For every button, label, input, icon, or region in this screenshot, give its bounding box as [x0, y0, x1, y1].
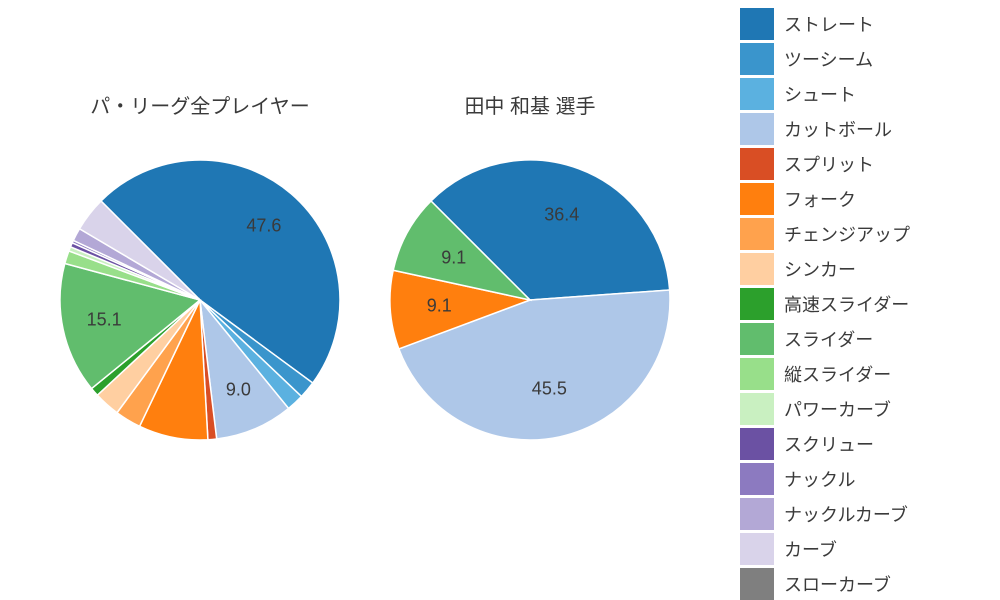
legend-label: フォーク — [784, 186, 856, 212]
legend-swatch — [740, 288, 774, 320]
legend-label: シンカー — [784, 256, 856, 282]
legend-item: カットボール — [740, 111, 1000, 146]
legend-item: スライダー — [740, 321, 1000, 356]
pie-slice-label: 45.5 — [532, 378, 567, 399]
legend-item: 高速スライダー — [740, 286, 1000, 321]
legend-label: ストレート — [784, 11, 874, 37]
legend-item: ナックル — [740, 461, 1000, 496]
legend-label: スプリット — [784, 151, 874, 177]
legend-item: シンカー — [740, 251, 1000, 286]
legend-item: パワーカーブ — [740, 391, 1000, 426]
legend-swatch — [740, 218, 774, 250]
pie-slice-label: 36.4 — [544, 204, 579, 225]
legend-item: ツーシーム — [740, 41, 1000, 76]
legend-label: パワーカーブ — [784, 396, 891, 422]
legend-swatch — [740, 428, 774, 460]
legend-label: カットボール — [784, 116, 892, 142]
legend-label: スクリュー — [784, 431, 874, 457]
legend-item: フォーク — [740, 181, 1000, 216]
legend-label: 縦スライダー — [784, 361, 891, 387]
legend-label: 高速スライダー — [784, 291, 909, 317]
pie-labels-layer: 47.6 9.0 15.1 36.4 45.5 9.1 9.1 — [0, 0, 730, 600]
legend-swatch — [740, 568, 774, 600]
legend-swatch — [740, 78, 774, 110]
legend-label: スライダー — [784, 326, 873, 352]
legend-label: カーブ — [784, 536, 837, 562]
legend-label: スローカーブ — [784, 571, 891, 597]
legend-swatch — [740, 323, 774, 355]
legend-swatch — [740, 498, 774, 530]
legend-label: シュート — [784, 81, 856, 107]
legend-item: 縦スライダー — [740, 356, 1000, 391]
legend-label: ツーシーム — [784, 46, 873, 72]
legend-swatch — [740, 148, 774, 180]
legend-item: スローカーブ — [740, 566, 1000, 600]
pie-slice-label: 47.6 — [246, 215, 281, 236]
legend-swatch — [740, 43, 774, 75]
legend-item: チェンジアップ — [740, 216, 1000, 251]
legend-item: シュート — [740, 76, 1000, 111]
pie-slice-label: 9.0 — [226, 380, 251, 401]
legend-swatch — [740, 113, 774, 145]
legend-item: カーブ — [740, 531, 1000, 566]
legend-item: ナックルカーブ — [740, 496, 1000, 531]
pie-slice-label: 15.1 — [87, 310, 122, 331]
legend: ストレートツーシームシュートカットボールスプリットフォークチェンジアップシンカー… — [730, 0, 1000, 600]
legend-swatch — [740, 463, 774, 495]
legend-swatch — [740, 183, 774, 215]
legend-swatch — [740, 393, 774, 425]
legend-swatch — [740, 533, 774, 565]
legend-item: ストレート — [740, 6, 1000, 41]
legend-label: ナックル — [784, 466, 855, 492]
legend-label: チェンジアップ — [784, 221, 910, 247]
legend-swatch — [740, 8, 774, 40]
legend-item: スプリット — [740, 146, 1000, 181]
legend-swatch — [740, 358, 774, 390]
legend-item: スクリュー — [740, 426, 1000, 461]
legend-label: ナックルカーブ — [784, 501, 908, 527]
pie-slice-label: 9.1 — [441, 248, 466, 269]
legend-swatch — [740, 253, 774, 285]
pie-slice-label: 9.1 — [427, 296, 452, 317]
